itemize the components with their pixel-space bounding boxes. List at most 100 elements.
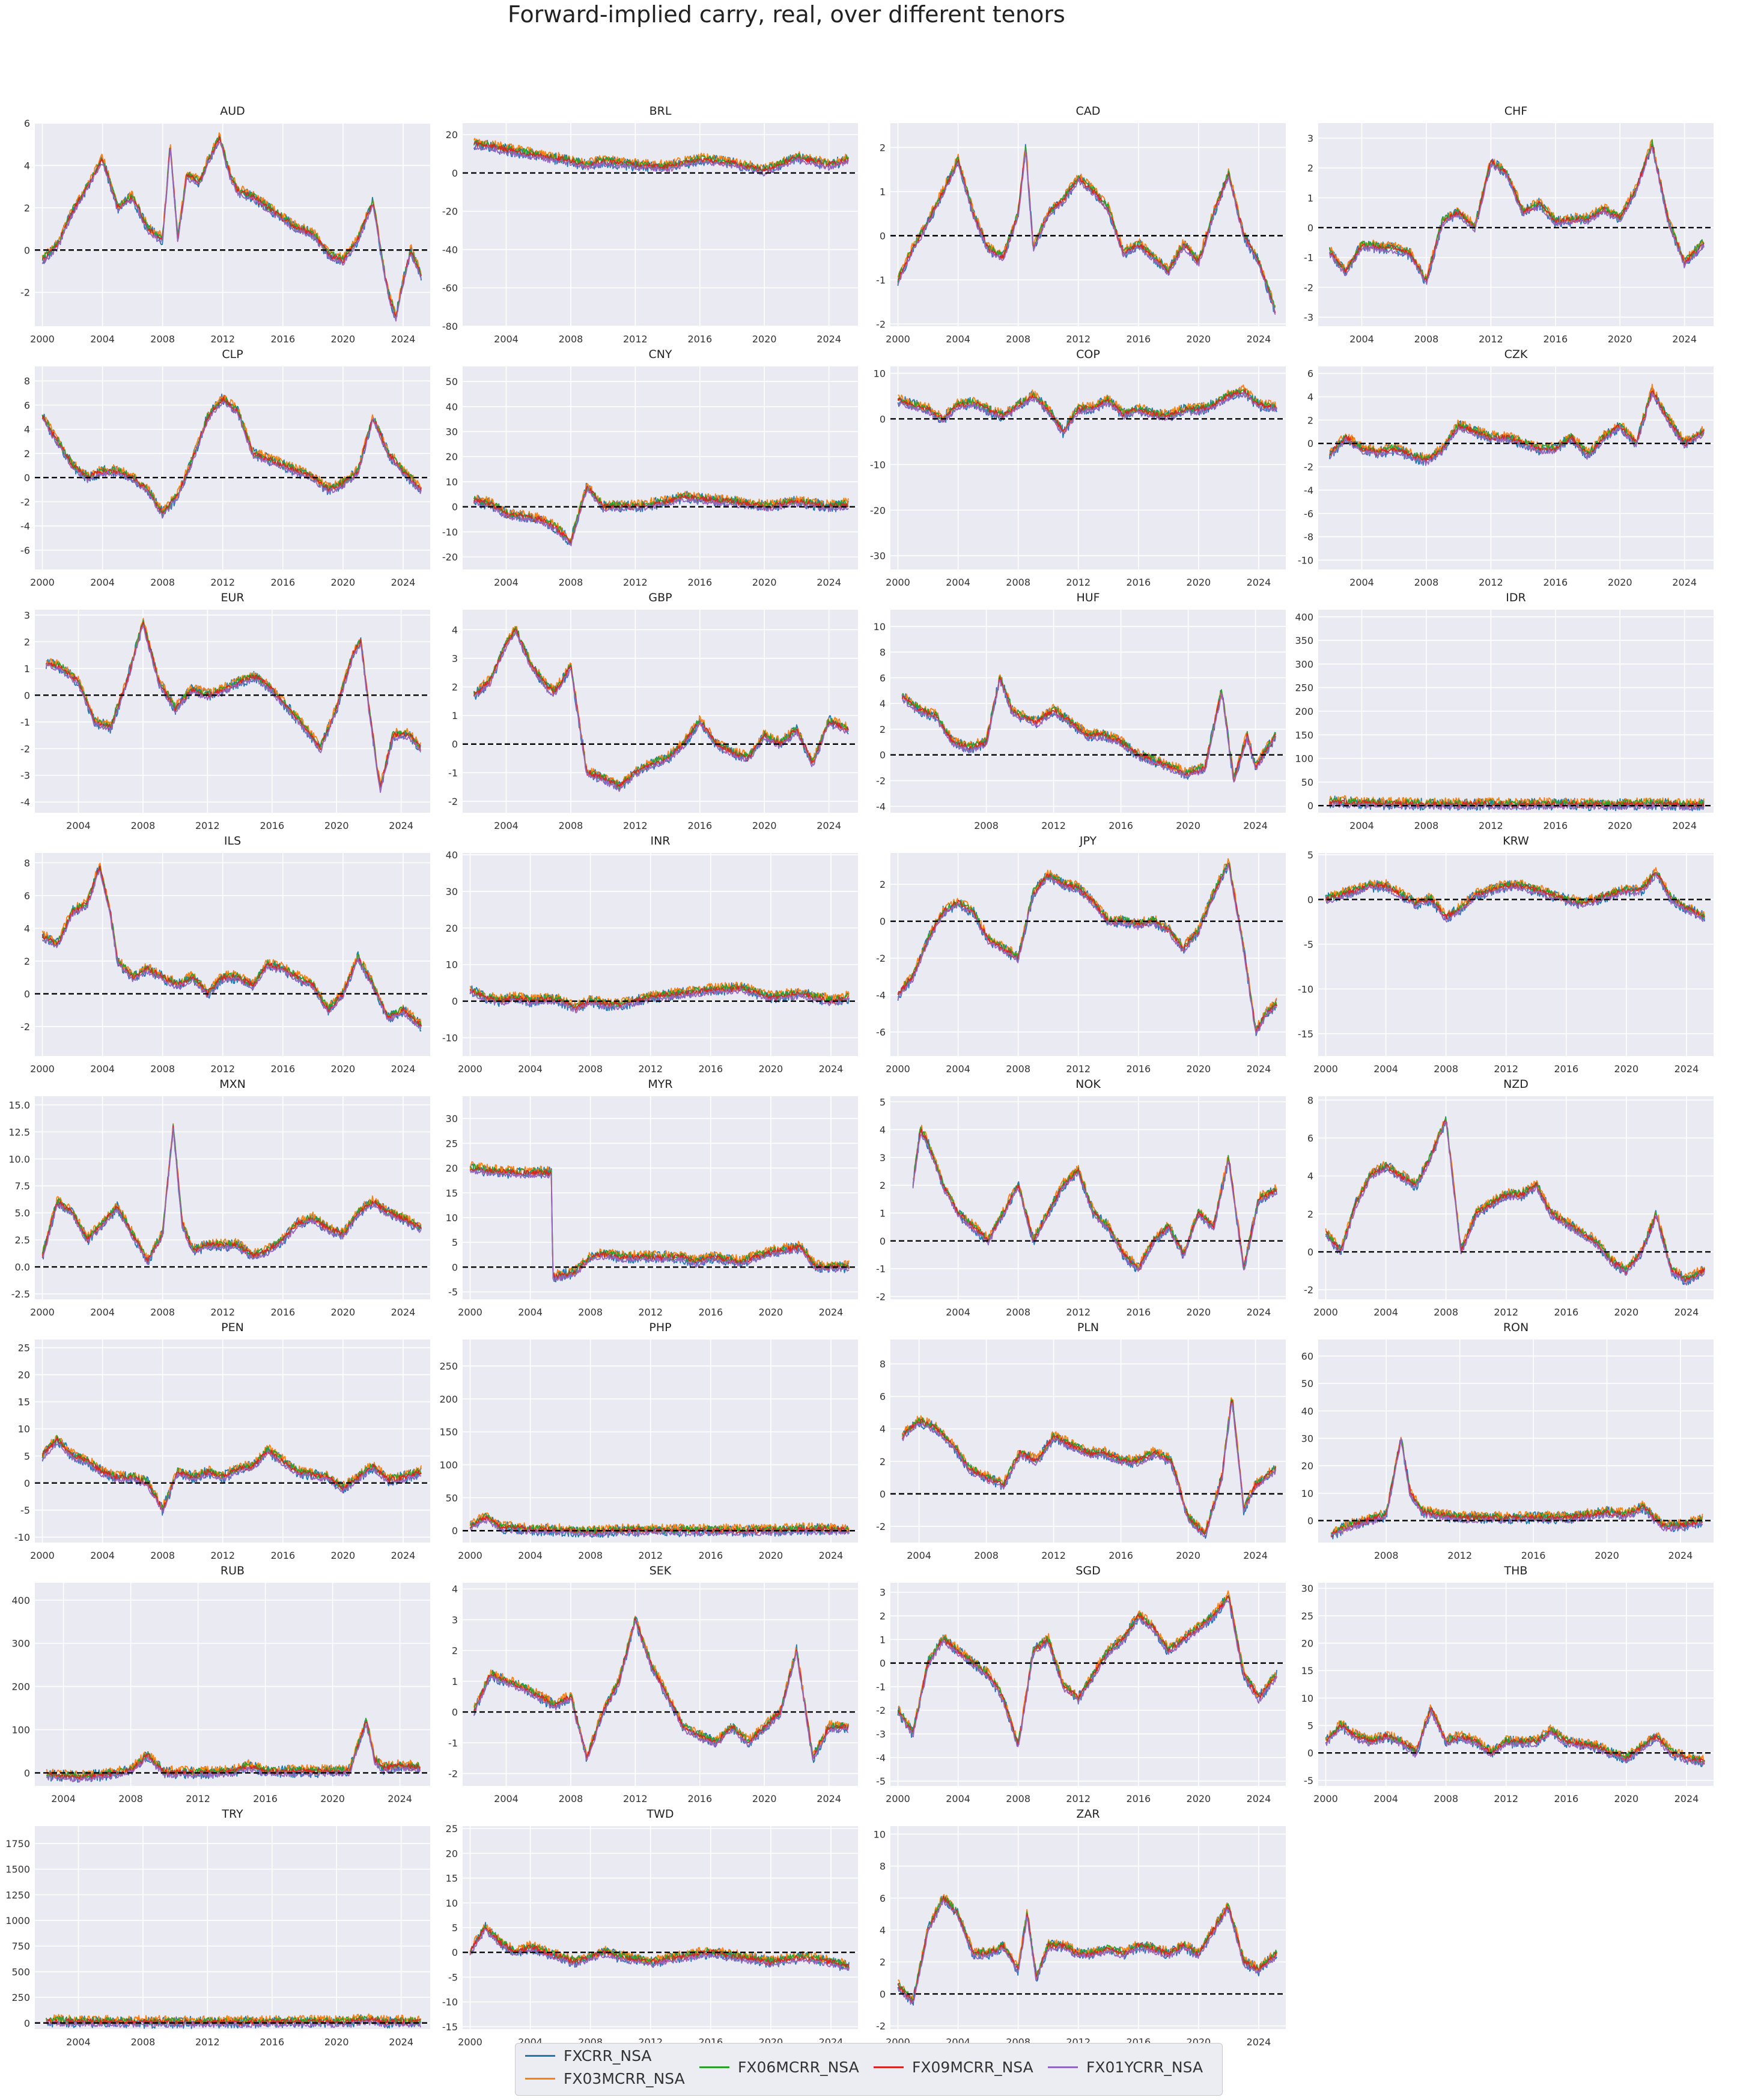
x-tick-label: 2020 <box>752 333 777 345</box>
panel-title: RUB <box>221 1564 245 1577</box>
y-tick-label: -1 <box>448 767 458 778</box>
panel-nzd: -2 0 2 4 6 8 2000 2004 2008 2012 2016 2020 2024 NZD <box>1304 1078 1714 1318</box>
x-tick-label: 2004 <box>494 820 519 831</box>
series-line-fx09mcrr_nsa <box>1325 1707 1705 1765</box>
panel-background <box>35 610 430 813</box>
x-tick-label: 2008 <box>974 820 999 831</box>
y-tick-label: 0 <box>452 168 458 179</box>
y-tick-label: 4 <box>1307 1171 1313 1182</box>
y-tick-label: 20 <box>446 1848 458 1859</box>
y-tick-label: 10 <box>446 959 458 971</box>
x-tick-label: 2020 <box>1176 1550 1200 1561</box>
x-tick-label: 2008 <box>131 2036 156 2048</box>
x-tick-label: 2016 <box>698 1063 723 1075</box>
x-tick-label: 2000 <box>886 1063 910 1075</box>
series-line-fx01ycrr_nsa <box>473 145 849 177</box>
y-tick-label: 10 <box>874 368 886 379</box>
y-tick-label: 20 <box>446 1163 458 1174</box>
x-tick-label: 2024 <box>1675 1063 1699 1075</box>
panel-krw: -15 -10 -5 0 5 2000 2004 2008 2012 2016 2020 2024 KR… <box>1298 834 1714 1075</box>
y-tick-label: 40 <box>1301 1406 1313 1417</box>
x-tick-label: 2004 <box>907 1550 931 1561</box>
y-tick-label: 0 <box>1307 894 1313 905</box>
x-tick-label: 2024 <box>391 577 416 588</box>
y-tick-label: 2 <box>24 636 30 648</box>
x-tick-label: 2004 <box>946 1306 970 1318</box>
y-tick-label: 2 <box>880 879 886 890</box>
x-tick-label: 2024 <box>1247 1306 1271 1318</box>
panel-aud: -2 0 2 4 6 2000 2004 2008 2012 2016 2020 2024 AUD <box>20 105 430 345</box>
y-tick-label: 200 <box>1295 706 1313 717</box>
x-tick-label: 2024 <box>819 1063 844 1075</box>
x-tick-label: 2020 <box>1187 577 1211 588</box>
y-tick-label: -2 <box>448 1768 458 1780</box>
panel-background <box>463 610 858 813</box>
y-tick-label: 2 <box>1307 414 1313 426</box>
y-tick-label: -80 <box>442 321 458 332</box>
figure-title: Forward-implied carry, real, over differ… <box>508 1 1065 28</box>
y-tick-label: 25 <box>1301 1610 1313 1622</box>
series-line-fx01ycrr_nsa <box>897 150 1276 315</box>
series-line-fx09mcrr_nsa <box>912 1129 1277 1271</box>
x-tick-label: 2004 <box>518 1063 543 1075</box>
series-line-fx01ycrr_nsa <box>469 1518 850 1538</box>
panel-title: MXN <box>219 1078 246 1091</box>
y-tick-label: -20 <box>870 505 886 516</box>
y-tick-label: 0 <box>24 472 30 484</box>
x-tick-label: 2016 <box>260 2036 284 2048</box>
y-tick-label: -10 <box>442 1033 458 1044</box>
x-tick-label: 2024 <box>817 820 841 831</box>
x-tick-label: 2020 <box>331 1306 356 1318</box>
y-tick-label: -2 <box>1304 1284 1313 1296</box>
x-tick-label: 2016 <box>1126 577 1151 588</box>
x-tick-label: 2016 <box>270 1550 295 1561</box>
panel-eur: -4 -3 -2 -1 0 1 2 3 2004 2008 2012 2016 2020 2024 EUR <box>20 591 430 831</box>
y-tick-label: 1500 <box>5 1864 30 1875</box>
panel-gbp: -2 -1 0 1 2 3 4 2004 2008 2012 2016 2020 2024 GBP <box>448 591 858 831</box>
y-tick-label: 0 <box>24 988 30 1000</box>
y-tick-label: 0 <box>1307 1747 1313 1759</box>
legend-entry-fx06m: FX06MCRR_NSA <box>699 2059 859 2076</box>
y-tick-label: 8 <box>24 857 30 869</box>
x-tick-label: 2024 <box>1669 1550 1693 1561</box>
x-tick-label: 2016 <box>1109 1550 1133 1561</box>
y-tick-label: 4 <box>880 698 886 709</box>
y-tick-label: 0 <box>452 1707 458 1718</box>
x-tick-label: 2012 <box>1066 1793 1091 1804</box>
y-tick-label: -2 <box>876 1521 886 1532</box>
y-tick-label: 100 <box>1295 753 1313 765</box>
y-tick-label: 0 <box>880 1236 886 1247</box>
panel-czk: -10 -8 -6 -4 -2 0 2 4 6 2004 2008 2012 2016 2020 2024 C… <box>1298 348 1714 588</box>
series-line-fxcrr_nsa <box>41 1436 422 1516</box>
panel-clp: -6 -4 -2 0 2 4 6 8 2000 2004 2008 2012 2016 2020 2024 C… <box>20 348 430 588</box>
y-tick-label: -5 <box>876 1776 886 1787</box>
x-tick-label: 2020 <box>1614 1306 1639 1318</box>
series-line-fx09mcrr_nsa <box>42 136 422 317</box>
series-line-fx01ycrr_nsa <box>1328 147 1705 285</box>
x-tick-label: 2000 <box>1313 1063 1338 1075</box>
y-tick-label: -2 <box>876 953 886 964</box>
y-tick-label: 40 <box>446 849 458 861</box>
y-tick-label: 0 <box>452 1525 458 1537</box>
panel-title: AUD <box>220 105 245 118</box>
x-tick-label: 2024 <box>391 1550 416 1561</box>
y-tick-label: 15.0 <box>8 1099 30 1111</box>
x-tick-label: 2024 <box>1675 1306 1699 1318</box>
x-tick-label: 2008 <box>118 1793 143 1804</box>
panel-title: TWD <box>646 1807 674 1821</box>
series-line-fx03mcrr_nsa <box>898 384 1277 432</box>
x-tick-label: 2020 <box>1614 1063 1639 1075</box>
x-tick-label: 2016 <box>270 577 295 588</box>
series-line-fx01ycrr_nsa <box>901 1402 1277 1538</box>
legend-swatch-fx09m <box>874 2066 904 2068</box>
series-line-fx06mcrr_nsa <box>45 619 421 789</box>
x-tick-label: 2008 <box>1434 1063 1458 1075</box>
panel-title: RON <box>1503 1321 1529 1334</box>
y-tick-label: 6 <box>24 399 30 411</box>
x-tick-label: 2004 <box>90 1063 115 1075</box>
x-tick-label: 2024 <box>1247 333 1271 345</box>
x-tick-label: 2016 <box>1109 820 1133 831</box>
series-line-fxcrr_nsa <box>1325 870 1705 922</box>
x-tick-label: 2000 <box>886 333 910 345</box>
x-tick-label: 2020 <box>1187 1063 1211 1075</box>
